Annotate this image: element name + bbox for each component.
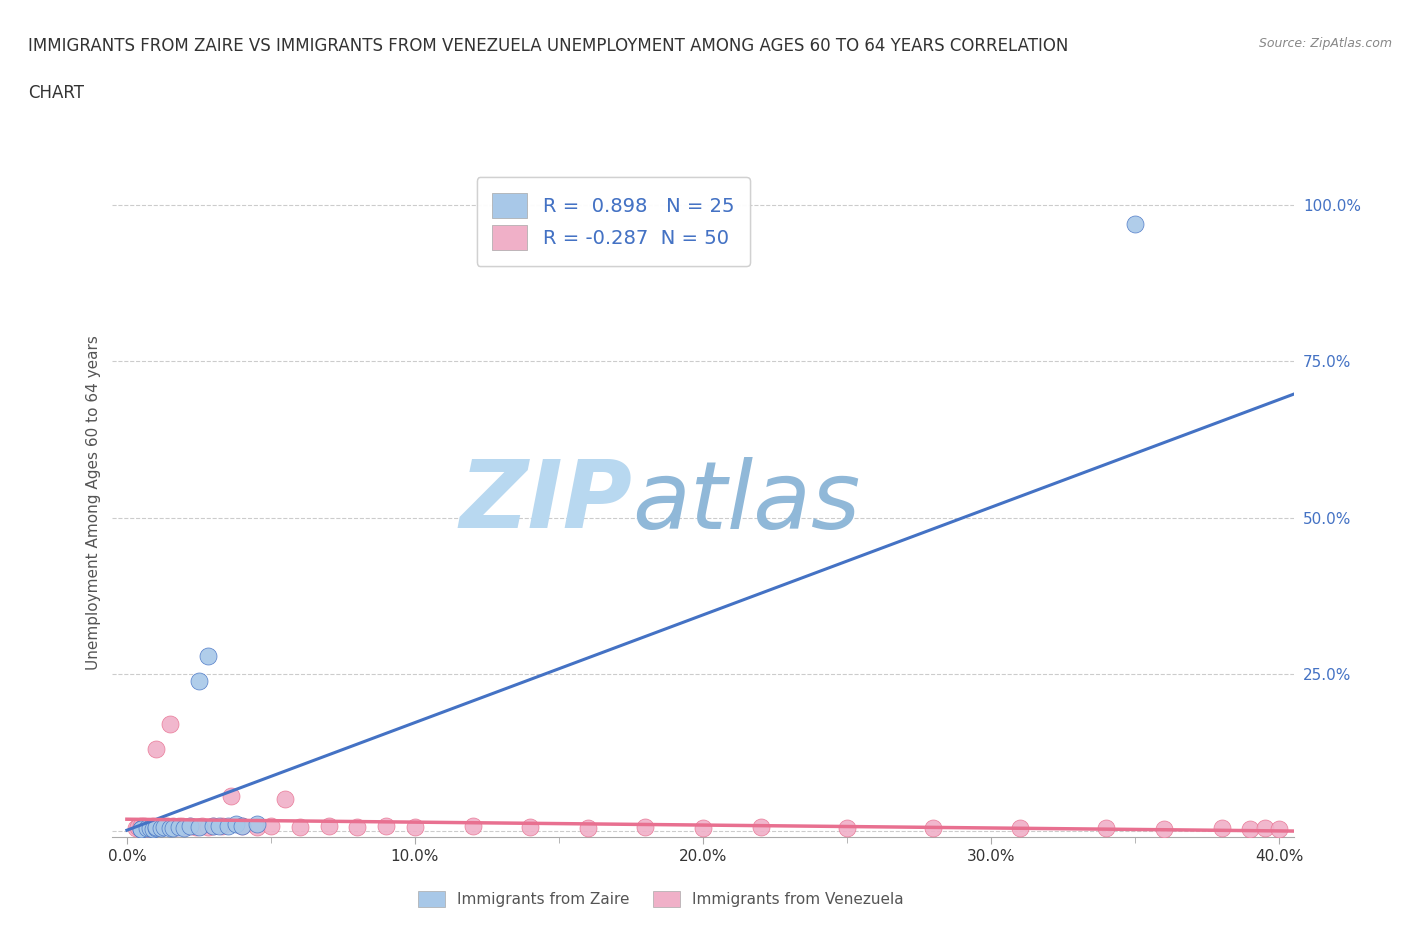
Point bbox=[274, 792, 297, 807]
Point bbox=[318, 819, 340, 834]
Point bbox=[156, 818, 179, 833]
Point bbox=[211, 819, 233, 834]
Point bbox=[129, 822, 152, 837]
Point bbox=[145, 742, 167, 757]
Point bbox=[576, 820, 599, 835]
Point bbox=[219, 789, 242, 804]
Point bbox=[288, 819, 311, 834]
Point bbox=[142, 819, 165, 834]
Point bbox=[835, 820, 858, 835]
Point bbox=[1153, 821, 1175, 836]
Point bbox=[461, 819, 484, 834]
Point bbox=[167, 819, 190, 834]
Point bbox=[749, 819, 772, 834]
Y-axis label: Unemployment Among Ages 60 to 64 years: Unemployment Among Ages 60 to 64 years bbox=[86, 335, 101, 670]
Point bbox=[159, 820, 181, 835]
Point bbox=[225, 817, 247, 832]
Point bbox=[231, 819, 253, 834]
Point bbox=[1095, 821, 1118, 836]
Point bbox=[191, 819, 214, 834]
Text: IMMIGRANTS FROM ZAIRE VS IMMIGRANTS FROM VENEZUELA UNEMPLOYMENT AMONG AGES 60 TO: IMMIGRANTS FROM ZAIRE VS IMMIGRANTS FROM… bbox=[28, 37, 1069, 55]
Point bbox=[260, 819, 283, 834]
Legend: R =  0.898   N = 25, R = -0.287  N = 50: R = 0.898 N = 25, R = -0.287 N = 50 bbox=[477, 177, 749, 266]
Legend: Immigrants from Zaire, Immigrants from Venezuela: Immigrants from Zaire, Immigrants from V… bbox=[412, 884, 910, 913]
Point bbox=[375, 819, 398, 834]
Point bbox=[404, 819, 426, 834]
Point bbox=[202, 818, 225, 833]
Point bbox=[1123, 217, 1146, 232]
Point bbox=[187, 819, 209, 834]
Text: CHART: CHART bbox=[28, 84, 84, 101]
Point bbox=[634, 819, 657, 834]
Point bbox=[1008, 820, 1031, 835]
Point bbox=[165, 819, 187, 834]
Point bbox=[127, 819, 149, 834]
Point bbox=[179, 819, 201, 834]
Point bbox=[136, 820, 159, 835]
Point bbox=[145, 819, 167, 834]
Point bbox=[245, 819, 267, 834]
Point bbox=[142, 821, 165, 836]
Point bbox=[231, 818, 253, 833]
Point bbox=[162, 821, 184, 836]
Point bbox=[134, 818, 156, 833]
Point bbox=[184, 819, 207, 834]
Point bbox=[150, 821, 173, 836]
Point bbox=[139, 820, 162, 835]
Point bbox=[145, 820, 167, 835]
Point bbox=[346, 819, 368, 834]
Point bbox=[153, 819, 176, 834]
Point bbox=[197, 819, 219, 834]
Point bbox=[187, 673, 209, 688]
Point bbox=[136, 821, 159, 836]
Point bbox=[202, 819, 225, 834]
Point bbox=[159, 717, 181, 732]
Text: Source: ZipAtlas.com: Source: ZipAtlas.com bbox=[1258, 37, 1392, 50]
Point bbox=[922, 821, 945, 836]
Point bbox=[173, 820, 195, 835]
Point bbox=[208, 818, 231, 833]
Point bbox=[173, 819, 195, 834]
Point bbox=[150, 819, 173, 834]
Point bbox=[129, 821, 152, 836]
Point bbox=[217, 819, 239, 834]
Point bbox=[519, 819, 541, 834]
Point bbox=[148, 819, 170, 834]
Point bbox=[129, 819, 152, 834]
Point bbox=[1268, 821, 1291, 836]
Point bbox=[124, 820, 146, 835]
Point bbox=[1254, 821, 1277, 836]
Point bbox=[197, 648, 219, 663]
Point bbox=[170, 818, 193, 833]
Text: atlas: atlas bbox=[633, 457, 860, 548]
Point bbox=[245, 817, 267, 832]
Point bbox=[153, 819, 176, 834]
Point bbox=[692, 820, 714, 835]
Text: ZIP: ZIP bbox=[460, 457, 633, 548]
Point bbox=[162, 819, 184, 834]
Point bbox=[145, 819, 167, 834]
Point bbox=[179, 819, 201, 834]
Point bbox=[167, 819, 190, 834]
Point bbox=[139, 819, 162, 834]
Point bbox=[1211, 820, 1233, 835]
Point bbox=[1239, 821, 1261, 836]
